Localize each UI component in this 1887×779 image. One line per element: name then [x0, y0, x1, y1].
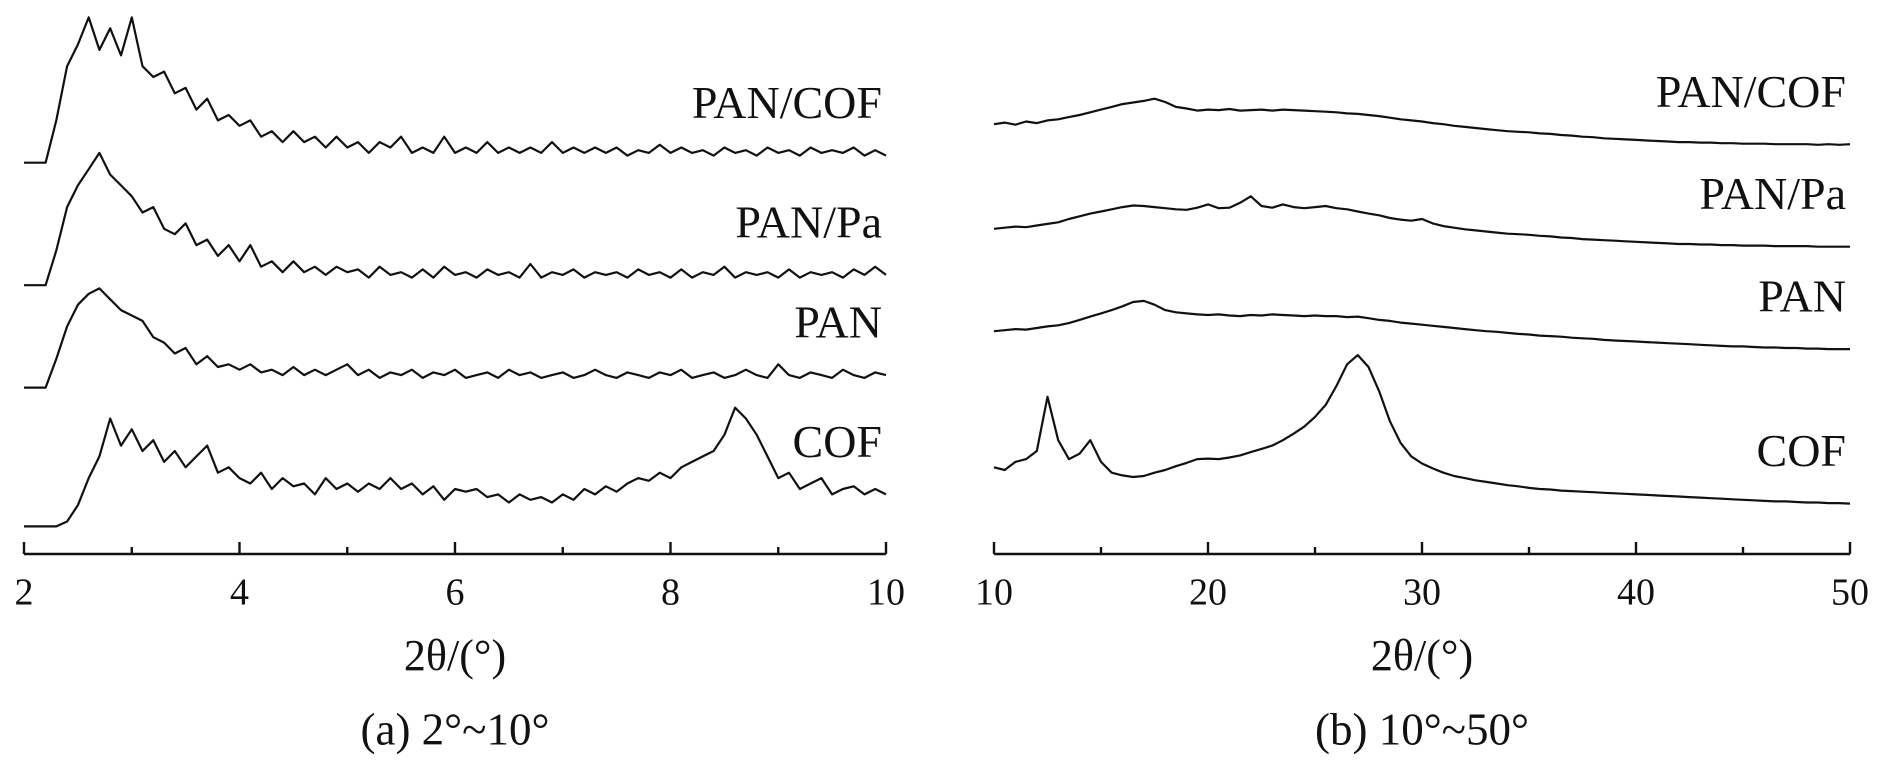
x-tick-label: 6: [446, 572, 465, 614]
x-tick-label: 20: [1189, 572, 1227, 614]
series-label: PAN/COF: [1656, 66, 1846, 117]
x-tick-label: 4: [230, 572, 249, 614]
x-tick-label: 10: [867, 572, 905, 614]
x-tick-label: 10: [975, 572, 1013, 614]
x-axis-label: 2θ/(°): [1371, 631, 1473, 680]
panel-caption: (b) 10°~50°: [1315, 704, 1529, 754]
xrd-curve: [24, 287, 887, 389]
series-label: PAN/Pa: [735, 196, 882, 247]
series-label: PAN: [794, 297, 882, 348]
xrd-curve: [993, 195, 1850, 248]
x-axis-label: 2θ/(°): [404, 631, 506, 680]
series-label: PAN/Pa: [1699, 168, 1846, 219]
x-tick-label: 8: [661, 572, 680, 614]
x-tick-label: 30: [1403, 572, 1441, 614]
xrd-curve: [24, 406, 887, 528]
series-label: PAN: [1758, 271, 1846, 322]
xrd-curve: [993, 354, 1851, 505]
x-tick-label: 50: [1831, 572, 1869, 614]
xrd-curve: [24, 16, 887, 164]
x-tick-label: 2: [15, 572, 34, 614]
panel-caption: (a) 2°~10°: [360, 704, 549, 754]
series-label: COF: [793, 416, 882, 467]
series-label: COF: [1757, 425, 1846, 476]
series-label: PAN/COF: [692, 77, 882, 128]
xrd-curve: [993, 299, 1850, 351]
x-tick-label: 40: [1617, 572, 1655, 614]
xrd-curve: [993, 97, 1851, 146]
xrd-curve: [24, 151, 887, 287]
